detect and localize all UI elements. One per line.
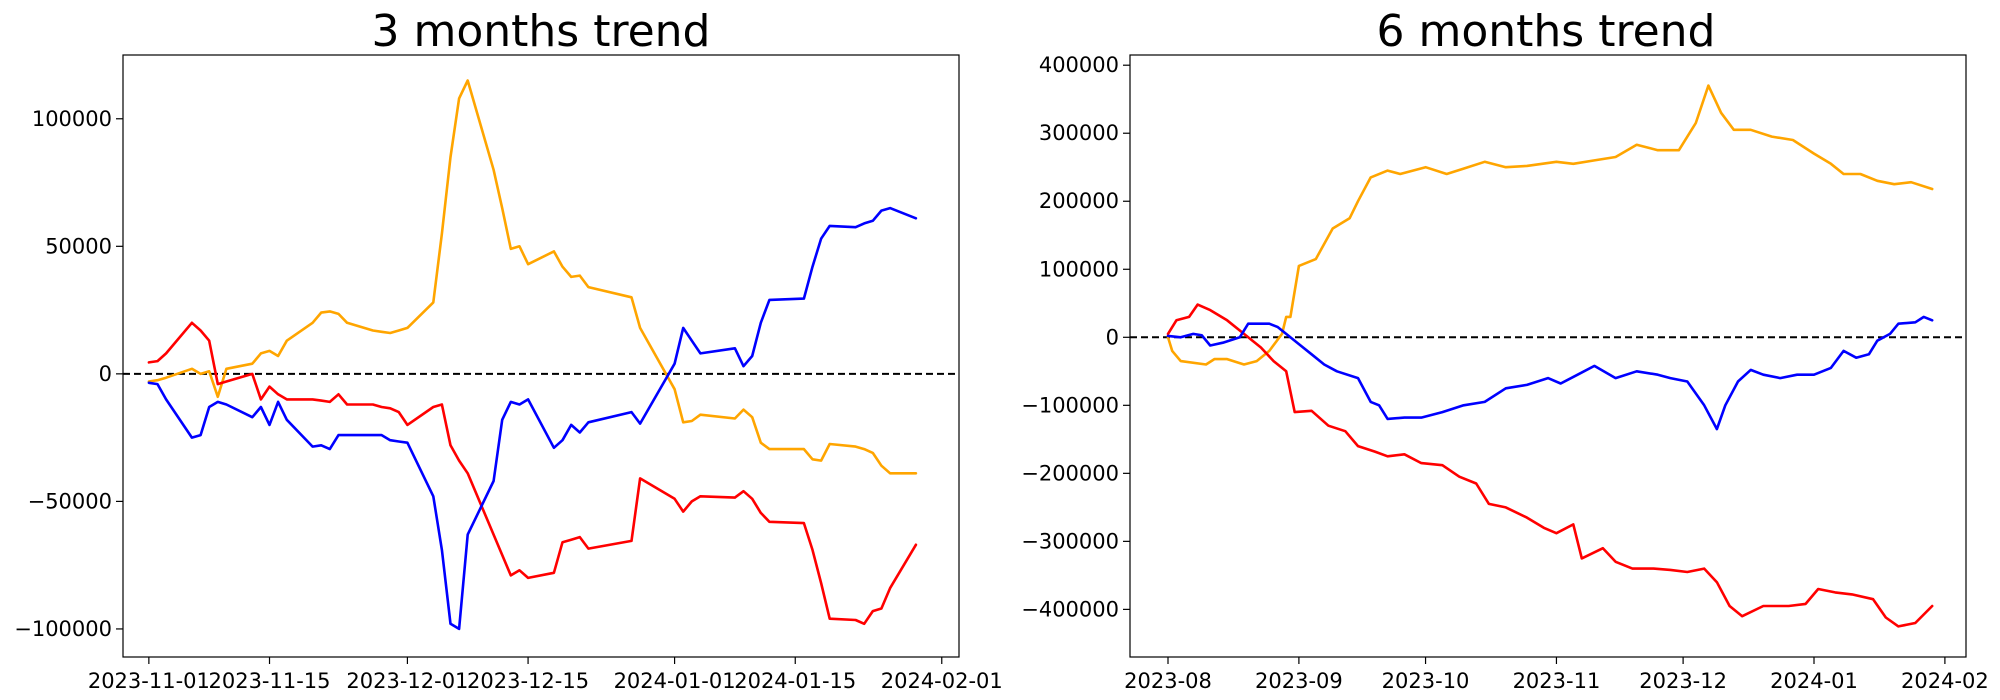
y-tick-label: 50000 — [45, 234, 112, 258]
y-tick-label: 300000 — [1039, 121, 1119, 145]
x-tick-label: 2023-12-01 — [346, 669, 468, 693]
x-tick-label: 2024-01 — [1770, 669, 1858, 693]
x-tick-label: 2024-01-01 — [614, 669, 736, 693]
x-tick-label: 2023-11-15 — [208, 669, 330, 693]
series-line-1 — [1166, 84, 1934, 366]
x-tick-label: 2024-02 — [1901, 669, 1989, 693]
x-tick-label: 2023-11 — [1513, 669, 1601, 693]
series-line-3 — [1166, 315, 1934, 431]
x-tick-label: 2023-12-15 — [467, 669, 589, 693]
x-tick-label: 2023-12 — [1639, 669, 1727, 693]
series-line-1 — [147, 79, 918, 475]
x-tick-label: 2023-10 — [1382, 669, 1470, 693]
chart-title: 6 months trend — [1377, 6, 1716, 57]
plot-frame — [122, 54, 960, 658]
y-tick-label: −100000 — [14, 617, 112, 641]
y-tick-label: 400000 — [1039, 53, 1119, 77]
x-tick-label: 2023-11-01 — [88, 669, 210, 693]
x-tick-label: 2024-02-01 — [881, 669, 1003, 693]
chart-title: 3 months trend — [372, 6, 711, 57]
y-tick-label: −400000 — [1021, 597, 1119, 621]
y-tick-label: −50000 — [28, 489, 112, 513]
y-tick-label: −300000 — [1021, 529, 1119, 553]
x-tick-label: 2023-08 — [1124, 669, 1212, 693]
y-tick-label: 100000 — [1039, 257, 1119, 281]
y-tick-label: −200000 — [1021, 461, 1119, 485]
series-line-2 — [147, 321, 918, 626]
series-line-3 — [147, 206, 918, 631]
y-tick-label: −100000 — [1021, 393, 1119, 417]
y-tick-label: 0 — [1106, 325, 1119, 349]
y-tick-label: 100000 — [32, 107, 112, 131]
series-line-2 — [1166, 303, 1934, 628]
x-tick-label: 2024-01-15 — [734, 669, 856, 693]
plot-frame — [1129, 54, 1967, 658]
chart-panel-6-months: 6 months trend 2023-08 2023-09 2023-10 2023… — [1021, 6, 1989, 693]
x-tick-label: 2023-09 — [1255, 669, 1343, 693]
y-tick-label: 200000 — [1039, 189, 1119, 213]
y-tick-label: 0 — [99, 362, 112, 386]
